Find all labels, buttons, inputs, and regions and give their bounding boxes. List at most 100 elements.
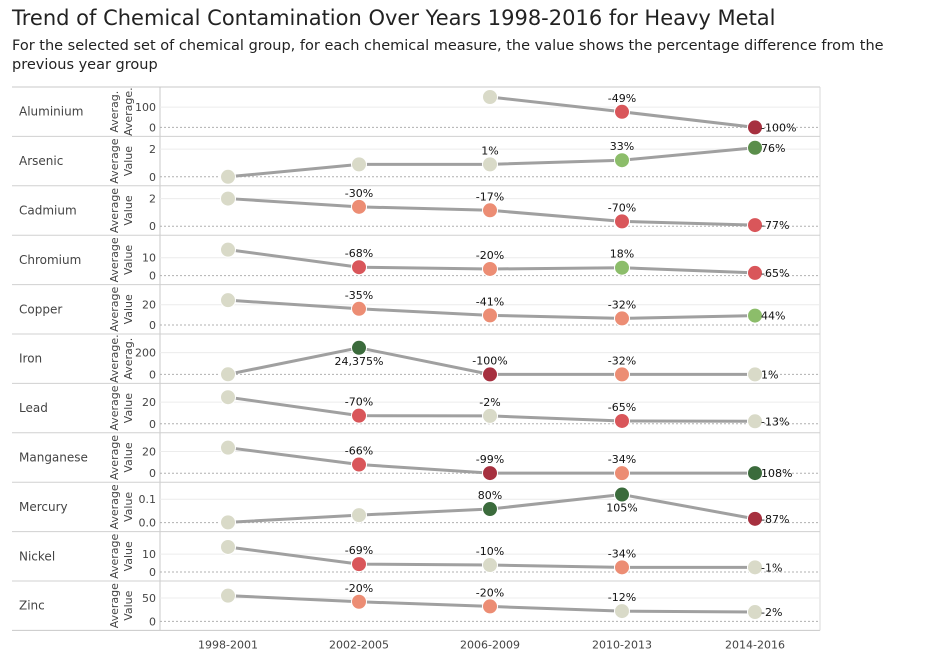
data-label: -65% [761,267,789,280]
row-label-chromium: Chromium [19,253,81,267]
data-point [614,152,630,169]
data-label: -32% [608,354,636,367]
data-label: -30% [345,187,373,200]
data-label: 1% [481,144,498,157]
y-tick-label: 200 [135,347,156,360]
data-label: 80% [478,489,502,502]
data-label: 108% [761,467,792,480]
data-point [614,366,630,383]
axis-title: Value [122,393,135,423]
data-point [614,559,630,576]
data-point [220,241,236,258]
data-label: -66% [345,445,373,458]
data-label: -32% [608,298,636,311]
data-point [220,366,236,383]
data-point [482,407,498,424]
data-label: -17% [476,190,504,203]
data-label: -41% [476,295,504,308]
data-label: -70% [345,396,373,409]
data-point [220,292,236,309]
data-point [614,259,630,276]
data-point [220,514,236,531]
axis-title: Value [122,442,135,472]
data-point [351,407,367,424]
chart-title: Trend of Chemical Contamination Over Yea… [12,6,776,30]
axis-title: Average [108,286,121,331]
axis-title: Value [122,541,135,571]
data-point [351,259,367,276]
data-point [351,593,367,610]
data-point [482,156,498,173]
data-label: -20% [345,582,373,595]
x-tick-label: 2002-2005 [329,638,389,651]
data-label: -70% [608,201,636,214]
data-label: -2% [479,396,500,409]
x-tick-label: 2014-2016 [725,638,785,651]
y-tick-label: 20 [142,396,156,409]
data-label: -77% [761,219,789,232]
data-label: -35% [345,289,373,302]
data-label: -49% [608,92,636,105]
data-point [614,103,630,120]
data-label: -10% [476,545,504,558]
y-tick-label: 2 [149,143,156,156]
axis-title: Average. [122,87,135,136]
data-point [482,501,498,518]
y-tick-label: 0.0 [139,517,157,530]
data-point [482,307,498,324]
data-point [351,456,367,473]
row-label-nickel: Nickel [19,549,55,563]
y-tick-label: 50 [142,592,156,605]
data-point [220,587,236,604]
data-label: -20% [476,586,504,599]
data-label: -100% [472,354,507,367]
data-label: -2% [761,606,782,619]
row-label-aluminium: Aluminium [19,105,83,119]
data-point [747,413,763,430]
data-label: -69% [345,544,373,557]
data-label: 44% [761,310,785,323]
data-point [747,307,763,324]
data-point [747,366,763,383]
data-point [747,264,763,281]
data-point [482,202,498,219]
data-point [482,465,498,482]
data-label: 76% [761,142,785,155]
data-point [747,217,763,234]
y-tick-label: 0 [149,319,156,332]
axis-title: Averag. [122,338,135,380]
data-point [351,156,367,173]
data-label: -99% [476,453,504,466]
axis-title: Value [122,146,135,176]
chart-subtitle: For the selected set of chemical group, … [12,38,884,73]
axis-title: Value [122,245,135,275]
data-label: -68% [345,247,373,260]
axis-title: Average [108,385,121,430]
data-point [351,300,367,317]
data-label: -13% [761,415,789,428]
axis-title: Average [108,237,121,282]
data-point [220,389,236,406]
y-tick-label: 10 [142,252,156,265]
data-point [351,339,367,356]
data-point [482,89,498,105]
data-label: -34% [608,547,636,560]
data-point [482,557,498,574]
data-point [351,198,367,215]
axis-title: Average [108,138,121,183]
axis-title: Average. [108,334,121,383]
data-point [220,168,236,185]
data-point [747,119,763,136]
y-tick-label: 10 [142,548,156,561]
row-label-cadmium: Cadmium [19,204,77,218]
axis-title: Average [108,533,121,578]
x-tick-label: 1998-2001 [198,638,258,651]
data-point [482,366,498,383]
row-label-copper: Copper [19,302,62,316]
data-label: 105% [606,502,637,515]
row-label-iron: Iron [19,352,42,366]
data-point [747,559,763,576]
axis-title: Averag. [108,91,121,133]
data-point [614,603,630,620]
row-label-zinc: Zinc [19,599,45,613]
